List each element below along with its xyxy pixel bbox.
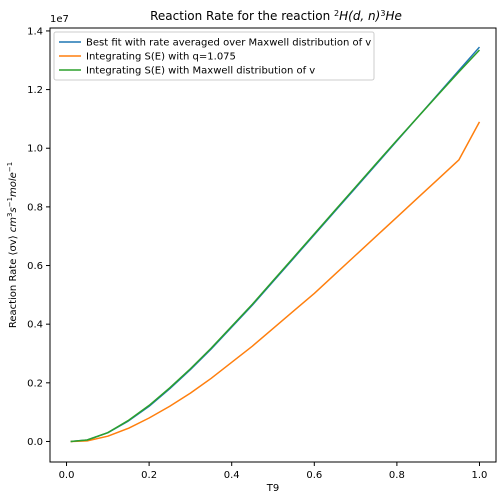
series-line-q xyxy=(70,121,481,443)
y-unit-2-sup: −1 xyxy=(6,162,14,172)
y-multiplier-text: 1e7 xyxy=(50,14,69,25)
chart-title: Reaction Rate for the reaction 2H(d, n)3… xyxy=(150,9,402,24)
chart-title-prefix: Reaction Rate for the reaction xyxy=(150,9,334,23)
y-unit-2: mole xyxy=(8,172,19,197)
x-axis-label: T9 xyxy=(266,483,279,494)
series-lines xyxy=(70,46,481,443)
y-tick-label: 1.2 xyxy=(27,85,43,96)
y-unit-0-sup: 3 xyxy=(6,212,14,216)
chart-title-end: He xyxy=(385,9,401,23)
y-unit-1: s xyxy=(8,207,19,212)
y-tick-label: 0.2 xyxy=(27,378,43,389)
x-tick-label: 1.0 xyxy=(472,470,488,481)
series-line-best-fit xyxy=(70,46,481,443)
y-unit-1-sup: −1 xyxy=(6,197,14,207)
y-tick-label: 0.0 xyxy=(27,437,43,448)
x-tick-label: 0.6 xyxy=(306,470,322,481)
y-axis-label: Reaction Rate ⟨σv⟩ cm3s−1mole−1 xyxy=(6,162,19,328)
y-axis-ticks: 0.0 0.2 0.4 0.6 0.8 1.0 1.2 1.4 xyxy=(27,26,50,448)
series-line-maxwell xyxy=(70,49,481,443)
x-tick-label: 0.8 xyxy=(389,470,405,481)
plot-frame xyxy=(49,27,497,463)
chart-title-sup1: 2 xyxy=(334,9,339,18)
y-tick-label: 0.4 xyxy=(27,320,43,331)
legend-label-maxwell: Integrating S(E) with Maxwell distributi… xyxy=(86,66,315,77)
x-axis-ticks: 0.0 0.2 0.4 0.6 0.8 1.0 xyxy=(59,462,488,481)
y-axis-multiplier: 1e7 xyxy=(50,14,69,25)
x-tick-label: 0.4 xyxy=(224,470,240,481)
y-tick-label: 1.0 xyxy=(27,144,43,155)
y-tick-label: 0.8 xyxy=(27,202,43,213)
y-tick-label: 1.4 xyxy=(27,26,43,37)
chart-title-sup2: 3 xyxy=(380,9,385,18)
legend-label-best-fit: Best fit with rate averaged over Maxwell… xyxy=(86,38,371,49)
chart-title-reaction: H(d, n) xyxy=(339,9,380,23)
y-unit-0: cm xyxy=(8,217,19,232)
y-tick-label: 0.6 xyxy=(27,261,43,272)
y-axis-label-prefix: Reaction Rate ⟨σv⟩ xyxy=(8,232,19,328)
x-tick-label: 0.0 xyxy=(59,470,75,481)
x-tick-label: 0.2 xyxy=(141,470,157,481)
legend: Best fit with rate averaged over Maxwell… xyxy=(53,31,375,81)
legend-box xyxy=(53,31,375,81)
legend-label-q: Integrating S(E) with q=1.075 xyxy=(86,52,236,63)
